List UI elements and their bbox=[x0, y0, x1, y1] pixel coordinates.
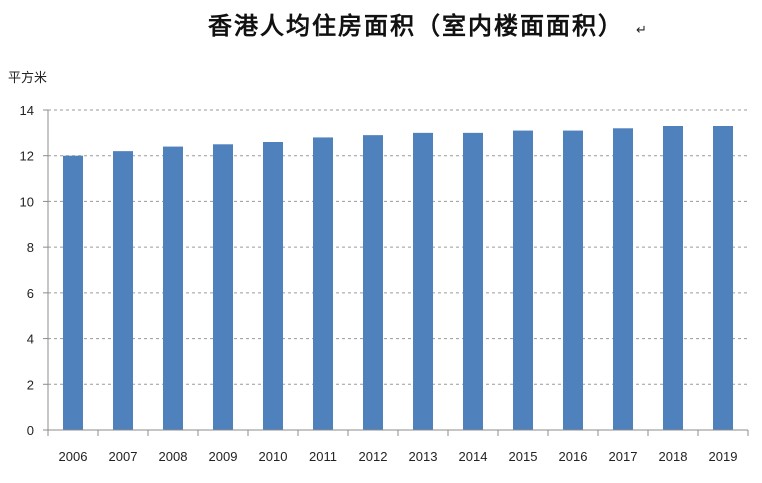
axes bbox=[43, 109, 749, 436]
y-tick-label: 14 bbox=[20, 103, 34, 118]
bar-2012 bbox=[363, 135, 383, 430]
y-tick-label: 0 bbox=[27, 423, 34, 438]
y-tick-label: 4 bbox=[27, 332, 34, 347]
y-tick-label: 2 bbox=[27, 377, 34, 392]
y-axis-unit-label: 平方米 bbox=[8, 70, 47, 86]
bar-2016 bbox=[563, 130, 583, 431]
x-tick-label: 2017 bbox=[609, 449, 638, 464]
x-tick-label: 2012 bbox=[359, 449, 388, 464]
bar-2017 bbox=[613, 128, 633, 431]
title-return-mark: ↵ bbox=[636, 23, 647, 38]
y-tick-label: 12 bbox=[20, 149, 34, 164]
y-tick-label: 8 bbox=[27, 240, 34, 255]
x-tick-label: 2019 bbox=[709, 449, 738, 464]
y-tick-label: 6 bbox=[27, 286, 34, 301]
x-tick-label: 2013 bbox=[409, 449, 438, 464]
bar-2010 bbox=[263, 142, 283, 430]
bar-2006 bbox=[63, 155, 83, 430]
x-tick-label: 2011 bbox=[309, 449, 337, 464]
x-tick-label: 2016 bbox=[559, 449, 588, 464]
bar-2007 bbox=[113, 151, 133, 430]
y-tick-labels: 0 2 4 6 8 10 12 14 bbox=[20, 103, 34, 438]
x-tick-label: 2007 bbox=[109, 449, 138, 464]
x-tick-label: 2014 bbox=[459, 449, 488, 464]
gridlines bbox=[48, 109, 748, 385]
bar-2011 bbox=[313, 137, 333, 430]
bar-2019 bbox=[713, 126, 733, 430]
bar-2015 bbox=[513, 130, 533, 431]
x-tick-labels: 2006 2007 2008 2009 2010 2011 2012 2013 2014 2015… bbox=[59, 449, 738, 464]
bar-2013 bbox=[413, 132, 433, 430]
bar-2014 bbox=[463, 132, 483, 430]
y-tick-label: 10 bbox=[20, 194, 34, 209]
x-tick-label: 2008 bbox=[159, 449, 188, 464]
bar-2018 bbox=[663, 126, 683, 430]
x-tick-label: 2010 bbox=[259, 449, 288, 464]
bar-2008 bbox=[163, 146, 183, 431]
x-tick-label: 2015 bbox=[509, 449, 538, 464]
chart-title: 香港人均住房面积（室内楼面面积） bbox=[208, 11, 624, 40]
x-tick-label: 2018 bbox=[659, 449, 688, 464]
bars bbox=[63, 126, 733, 431]
bar-2009 bbox=[213, 144, 233, 431]
x-tick-label: 2009 bbox=[209, 449, 238, 464]
x-tick-label: 2006 bbox=[59, 449, 88, 464]
